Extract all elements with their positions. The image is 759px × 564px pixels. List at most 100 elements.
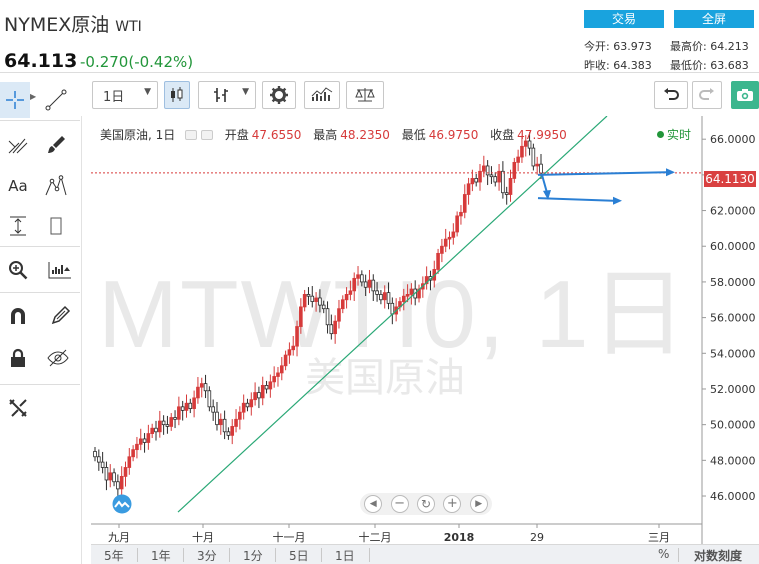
ruler-tool[interactable] <box>38 208 74 244</box>
candle-body <box>226 431 231 436</box>
lock-icon <box>11 348 25 367</box>
y-tick-label: 54.0000 <box>710 347 756 360</box>
range-1m[interactable]: 1分 <box>243 549 263 563</box>
trend-line-tool[interactable] <box>38 82 74 118</box>
remove-tools-tool[interactable] <box>0 390 36 426</box>
candle-body <box>112 472 116 483</box>
price-chart[interactable]: 66.000064.000062.000060.000058.000056.00… <box>91 116 759 564</box>
pattern-tool[interactable] <box>38 168 74 204</box>
magnet-tool[interactable] <box>0 298 36 334</box>
candle-body <box>138 438 143 445</box>
annotation-arrow-upper <box>537 171 667 176</box>
x-tick-label: 2018 <box>444 531 475 544</box>
text-tool[interactable]: Aa <box>0 168 36 204</box>
legend-open-label: 开盘 <box>224 128 249 142</box>
scroll-right-icon[interactable]: ▶ <box>469 495 488 513</box>
range-5d[interactable]: 5日 <box>289 549 309 563</box>
prev-close-label: 昨收: <box>584 59 610 72</box>
candle-body <box>291 345 296 351</box>
annotation-arrow-down <box>541 174 548 193</box>
fullscreen-button[interactable]: 全屏 <box>674 10 754 28</box>
measure-tool[interactable] <box>0 208 36 244</box>
crosshair-tool[interactable] <box>0 82 30 118</box>
trade-button[interactable]: 交易 <box>584 10 664 28</box>
candle-body <box>466 183 471 195</box>
candle-body <box>249 399 254 408</box>
reset-icon[interactable]: ↻ <box>416 495 435 513</box>
range-5y[interactable]: 5年 <box>104 549 124 563</box>
zoom-tool[interactable] <box>0 252 36 288</box>
eye-off-icon <box>47 349 69 367</box>
high-label: 最高价: <box>670 40 707 53</box>
candle-body <box>531 147 536 167</box>
pitchfork-tool[interactable] <box>0 126 36 162</box>
legend-close-value: 47.9950 <box>517 128 567 142</box>
eye-icon[interactable] <box>185 130 198 140</box>
candle-body <box>119 475 124 490</box>
candle-body <box>382 292 387 301</box>
scroll-left-icon[interactable]: ◀ <box>364 495 383 513</box>
compare-button[interactable] <box>346 81 384 109</box>
trend-line <box>177 116 608 513</box>
candle-body <box>333 320 337 335</box>
undo-button[interactable] <box>654 81 688 109</box>
redo-icon <box>699 88 714 100</box>
long-position-tool[interactable] <box>42 252 78 288</box>
x-tick-label: 十一月 <box>273 530 306 544</box>
hide-drawings-tool[interactable] <box>40 340 76 376</box>
legend-open-value: 47.6550 <box>251 128 302 142</box>
candle-body <box>520 145 524 158</box>
candle-body <box>146 433 151 443</box>
settings-small-icon[interactable] <box>200 130 213 140</box>
long-position-icon <box>48 262 71 279</box>
scale-icon <box>355 88 375 102</box>
percent-toggle[interactable]: % <box>658 547 670 561</box>
chart-style-button[interactable]: ▼ <box>198 81 256 109</box>
range-divider <box>678 548 679 562</box>
candle-body <box>478 170 482 183</box>
chevron-right-icon[interactable]: ▶ <box>30 92 37 101</box>
range-1d[interactable]: 1日 <box>335 549 355 563</box>
candle-body <box>493 176 498 183</box>
lock-tool[interactable] <box>0 340 36 376</box>
candle-body <box>188 402 193 409</box>
y-tick-label: 46.0000 <box>710 490 756 503</box>
interval-select[interactable]: 1日 ▼ <box>92 81 158 109</box>
redo-button[interactable] <box>692 81 722 109</box>
pencil-lock-tool[interactable] <box>42 298 78 334</box>
range-3m[interactable]: 3分 <box>197 549 217 563</box>
pencil-lock-icon <box>51 305 71 325</box>
range-1y[interactable]: 1年 <box>151 549 171 563</box>
zoom-in-icon[interactable]: + <box>443 495 462 513</box>
prev-close-stat: 昨收: 64.383 <box>584 57 652 73</box>
snapshot-button[interactable] <box>731 81 759 109</box>
candle-body <box>287 349 292 356</box>
annotation-arrow-lower <box>537 197 614 202</box>
range-divider <box>229 548 230 562</box>
candle-body <box>253 392 257 401</box>
zoom-out-icon[interactable]: − <box>390 495 409 513</box>
range-divider <box>183 548 184 562</box>
candle-body <box>501 170 505 194</box>
candle-body <box>356 274 360 279</box>
candle-body <box>173 417 177 420</box>
indicators-button[interactable] <box>304 81 340 109</box>
tool-divider <box>0 120 80 121</box>
annotation-arrow-lower-head <box>613 196 622 205</box>
candle-body <box>371 279 376 292</box>
tool-divider <box>0 384 80 385</box>
candle-body <box>241 402 246 413</box>
tool-divider <box>0 246 80 247</box>
candle-body <box>218 418 223 426</box>
candles-button[interactable] <box>164 81 190 109</box>
brush-tool[interactable] <box>38 126 74 162</box>
measure-icon <box>10 216 26 236</box>
log-scale-toggle[interactable]: 对数刻度 <box>694 549 743 563</box>
candle-body <box>215 411 219 426</box>
candle-body <box>279 365 284 374</box>
settings-button[interactable] <box>262 81 296 109</box>
cloud-logo-icon <box>109 494 135 514</box>
annotation-arrow-upper-head <box>666 168 675 177</box>
chart-navigation: ◀ − ↻ + ▶ <box>360 493 492 515</box>
x-tick-label: 三月 <box>648 531 670 544</box>
